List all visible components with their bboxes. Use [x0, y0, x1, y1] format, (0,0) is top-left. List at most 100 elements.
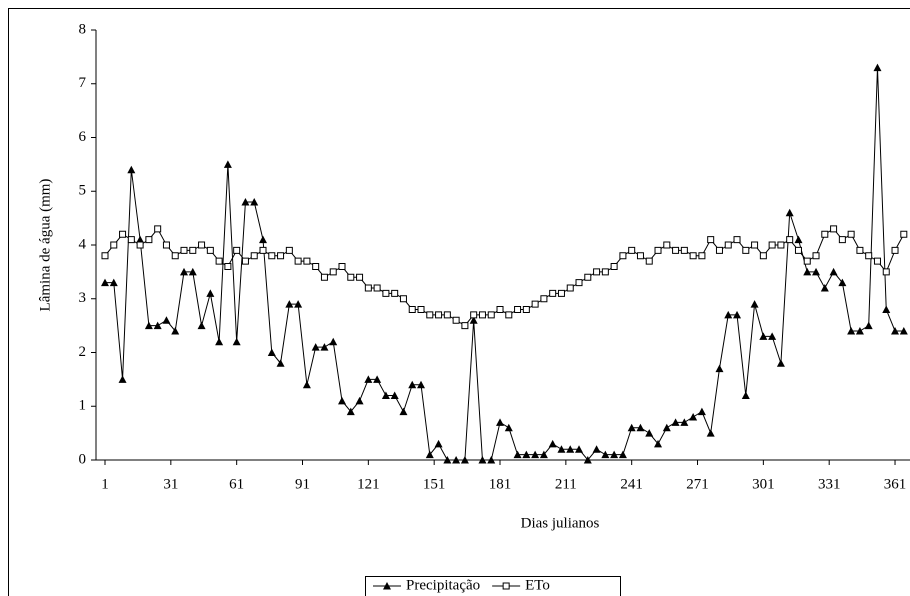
triangle-marker	[162, 316, 171, 324]
triangle-marker	[680, 418, 689, 426]
square-marker	[373, 284, 381, 292]
triangle-marker	[223, 160, 232, 168]
triangle-marker	[469, 316, 478, 324]
triangle-marker	[645, 429, 654, 437]
triangle-marker	[338, 396, 347, 405]
triangle-marker	[215, 337, 224, 346]
square-marker	[593, 268, 601, 276]
square-marker	[689, 252, 697, 260]
square-marker	[575, 279, 583, 287]
y-tick-label: 3	[79, 290, 87, 306]
x-tick-label: 61	[229, 476, 244, 492]
triangle-marker	[496, 418, 505, 426]
square-marker	[277, 252, 285, 260]
square-marker	[470, 311, 478, 319]
triangle-marker	[654, 439, 663, 448]
triangle-marker	[346, 407, 355, 416]
square-marker	[145, 236, 153, 244]
triangle-marker	[171, 327, 180, 335]
triangle-marker	[601, 450, 610, 459]
triangle-marker	[504, 423, 513, 432]
square-marker	[417, 306, 425, 313]
square-marker	[206, 246, 214, 254]
triangle-marker	[311, 343, 320, 351]
frame	[8, 8, 910, 596]
square-marker	[382, 289, 390, 297]
square-marker	[601, 268, 609, 276]
x-tick-label: 301	[752, 476, 775, 492]
square-marker	[742, 246, 750, 254]
triangle-marker	[882, 305, 891, 313]
x-tick-label: 121	[357, 476, 380, 492]
y-tick-label: 0	[79, 451, 87, 467]
square-marker	[119, 230, 127, 238]
x-tick-label: 31	[163, 476, 178, 492]
square-marker	[478, 311, 486, 319]
triangle-marker	[768, 332, 777, 340]
square-marker	[698, 252, 706, 260]
square-marker	[259, 246, 267, 254]
triangle-marker	[803, 267, 812, 276]
triangle-marker	[180, 267, 189, 276]
x-tick-label: 151	[423, 476, 446, 492]
triangle-marker	[487, 456, 496, 464]
square-marker	[461, 322, 469, 330]
x-tick-label: 271	[686, 476, 709, 492]
triangle-marker	[452, 456, 461, 464]
triangle-marker	[794, 235, 803, 244]
square-marker	[830, 225, 838, 233]
triangle-marker	[417, 380, 426, 389]
triangle-marker	[838, 278, 847, 287]
square-marker	[672, 246, 680, 254]
triangle-marker	[241, 198, 250, 206]
square-marker	[733, 236, 741, 244]
triangle-marker	[373, 375, 382, 383]
square-marker	[224, 263, 232, 270]
square-marker	[505, 311, 513, 319]
triangle-marker	[610, 450, 619, 459]
square-marker	[312, 263, 320, 270]
square-marker	[663, 241, 671, 249]
triangle-marker	[250, 198, 259, 206]
triangle-marker	[144, 321, 153, 330]
square-marker	[391, 289, 399, 297]
triangle-marker	[636, 423, 645, 432]
triangle-marker	[364, 375, 373, 383]
triangle-marker	[592, 445, 601, 453]
square-marker	[873, 257, 881, 265]
triangle-marker	[443, 456, 452, 464]
triangle-marker	[812, 267, 821, 276]
triangle-marker	[689, 413, 698, 421]
triangle-marker	[513, 450, 522, 459]
x-tick-label: 181	[489, 476, 512, 492]
square-marker	[522, 306, 530, 313]
y-tick-label: 1	[79, 398, 87, 414]
triangle-marker	[188, 267, 197, 276]
triangle-marker	[820, 284, 829, 292]
square-marker	[364, 284, 372, 292]
square-marker	[891, 246, 899, 254]
x-tick-label: 241	[620, 476, 643, 492]
triangle-marker	[531, 450, 540, 459]
square-marker	[101, 252, 109, 260]
triangle-marker	[197, 321, 206, 330]
triangle-marker	[285, 300, 294, 308]
triangle-marker	[381, 391, 390, 399]
square-marker	[154, 225, 162, 233]
triangle-marker	[899, 327, 908, 335]
square-marker	[759, 252, 767, 260]
square-marker	[198, 241, 206, 249]
triangle-marker	[575, 445, 584, 453]
square-marker	[751, 241, 759, 249]
triangle-marker	[627, 423, 636, 432]
legend-label: ETo	[525, 577, 550, 593]
triangle-marker	[460, 456, 469, 464]
triangle-marker	[706, 429, 715, 437]
square-marker	[724, 241, 732, 249]
triangle-marker	[724, 310, 733, 319]
triangle-marker	[425, 450, 434, 459]
triangle-marker	[776, 359, 785, 367]
x-tick-label: 211	[555, 476, 577, 492]
square-marker	[540, 295, 548, 303]
